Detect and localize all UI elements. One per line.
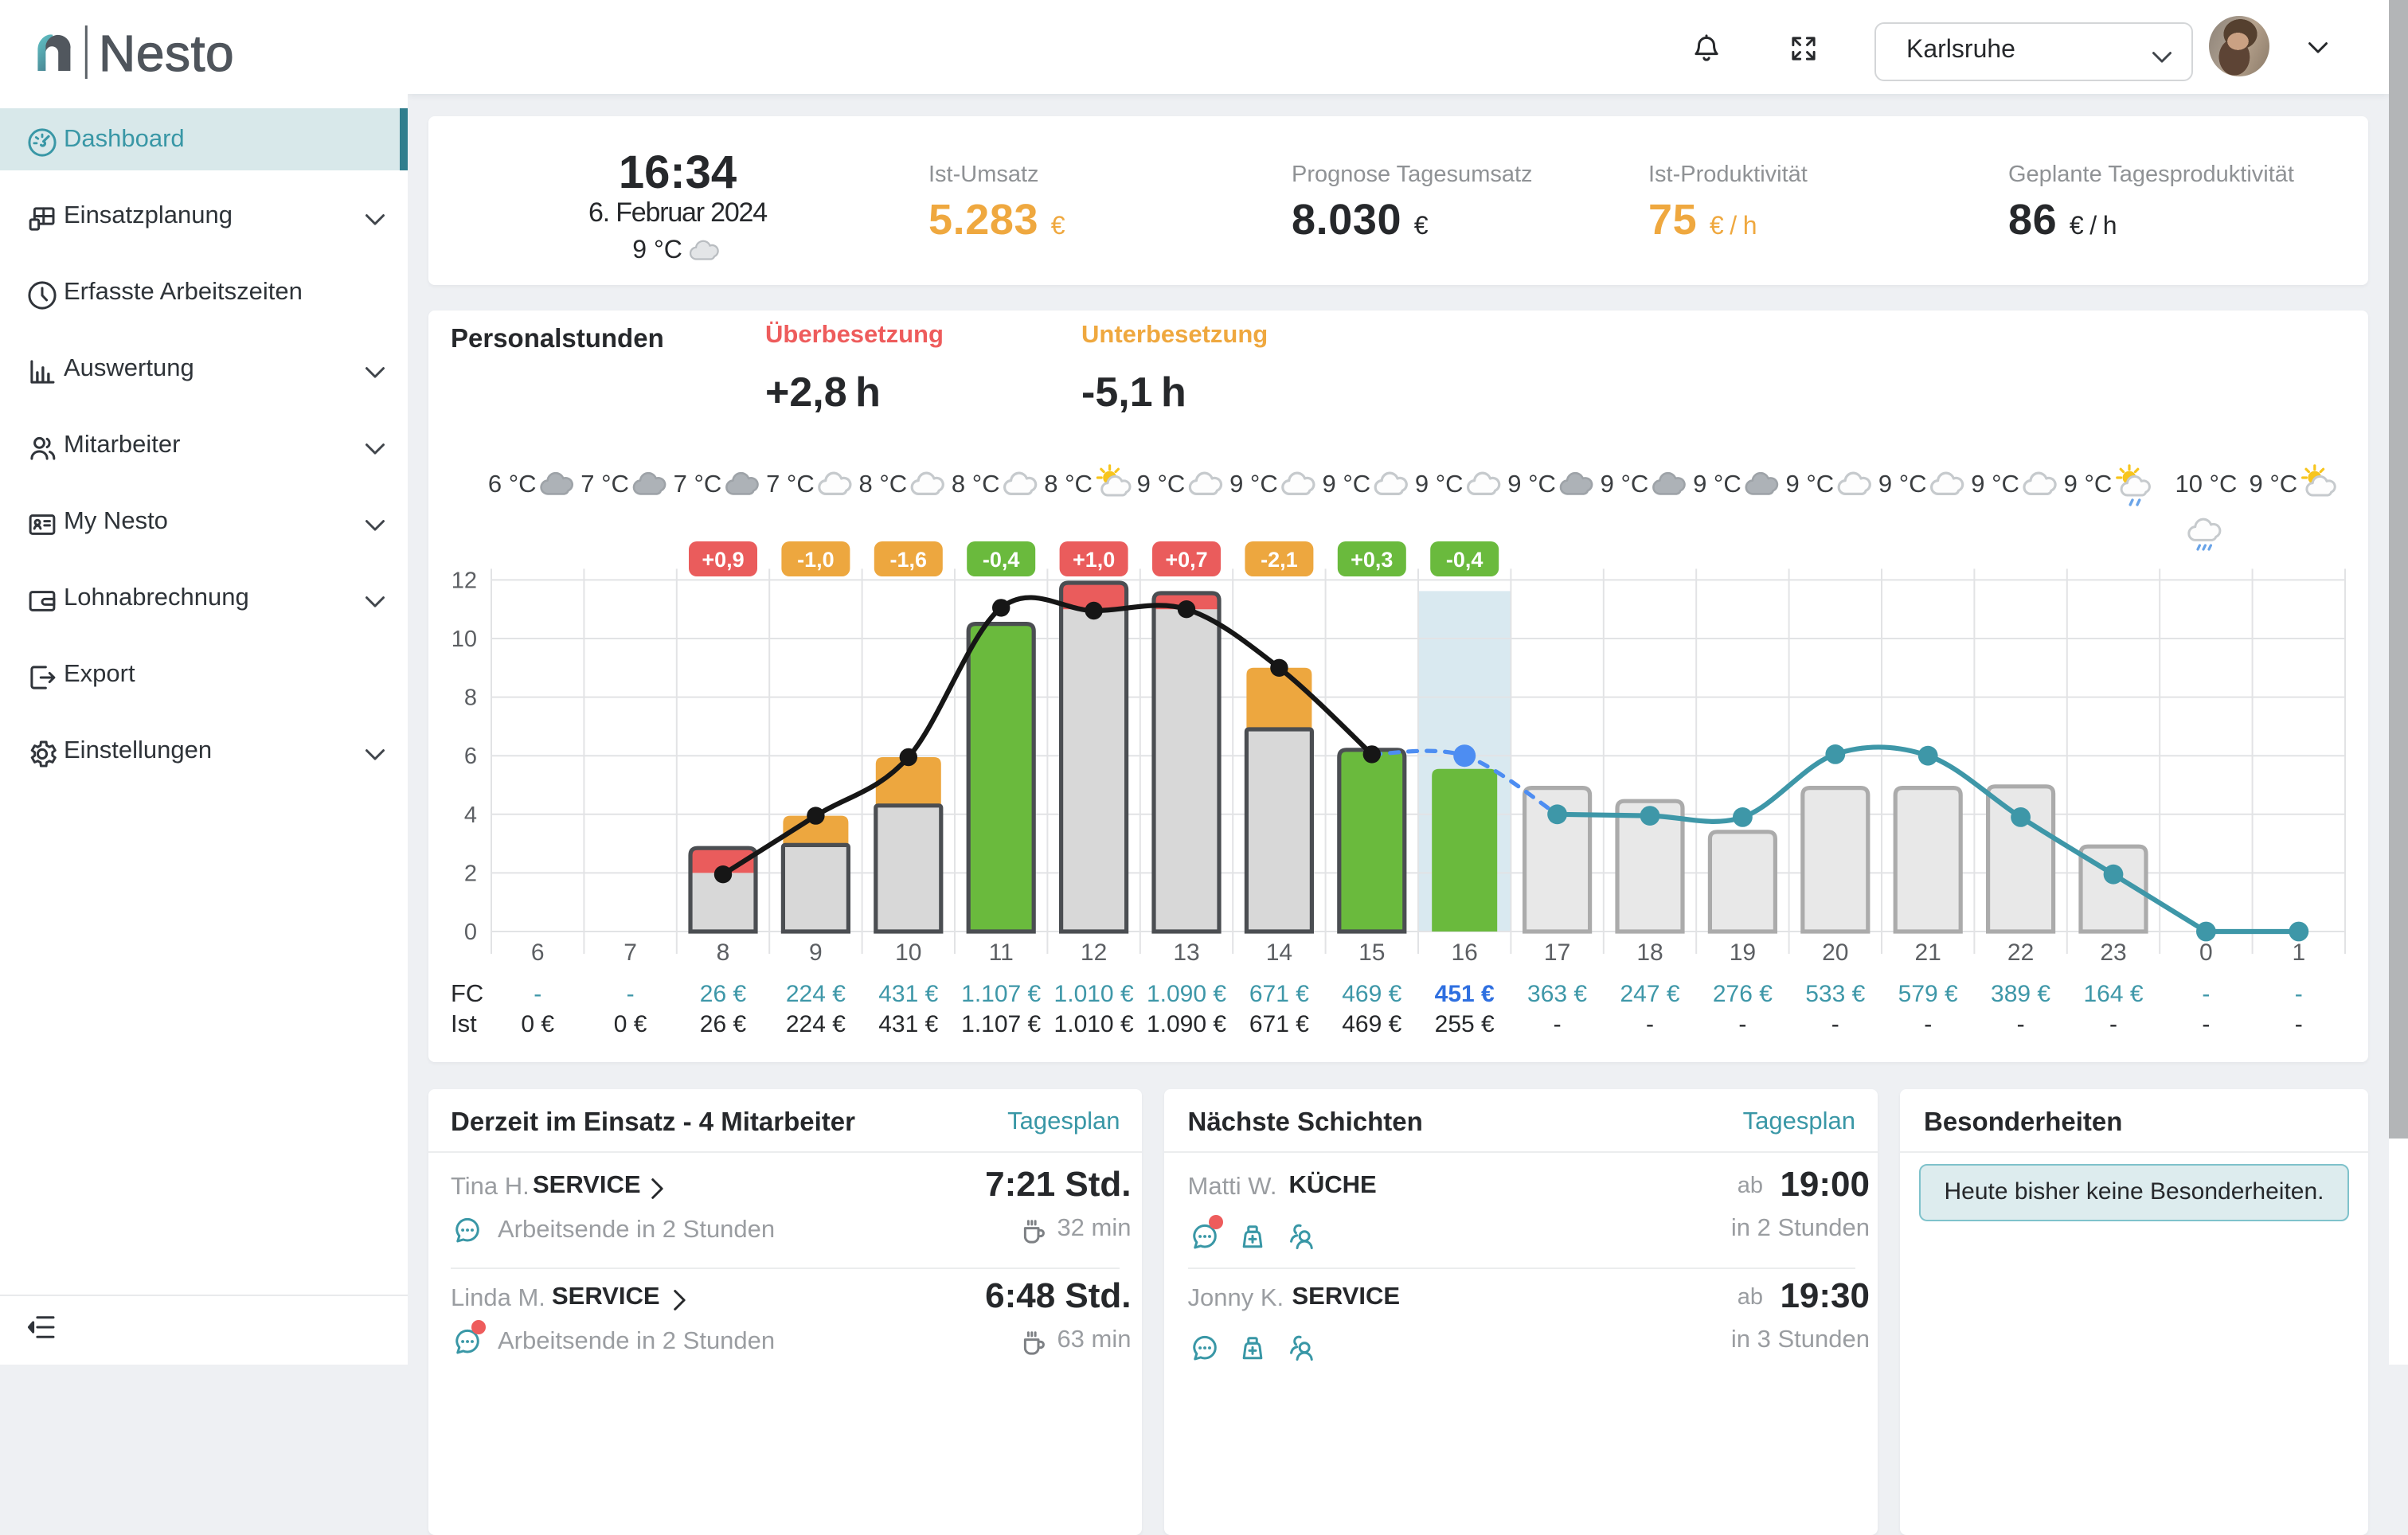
svg-text:1.107 €: 1.107 € xyxy=(960,981,1040,1007)
svg-text:9 °C: 9 °C xyxy=(1878,470,1926,498)
svg-text:9 °C: 9 °C xyxy=(1970,470,2019,498)
svg-text:-2,1: -2,1 xyxy=(1260,548,1297,572)
svg-text:9 °C: 9 °C xyxy=(1692,470,1741,498)
svg-text:224 €: 224 € xyxy=(785,981,845,1007)
svg-text:1.010 €: 1.010 € xyxy=(1054,981,1133,1007)
svg-text:FC: FC xyxy=(450,979,483,1007)
svg-text:-: - xyxy=(2109,1011,2117,1037)
svg-text:21: 21 xyxy=(1914,939,1941,966)
svg-text:8: 8 xyxy=(463,685,476,711)
svg-text:1.107 €: 1.107 € xyxy=(960,1011,1040,1037)
svg-text:10: 10 xyxy=(894,939,921,966)
svg-text:+1,0: +1,0 xyxy=(1072,548,1114,572)
svg-text:10 °C: 10 °C xyxy=(2174,470,2236,498)
svg-text:533 €: 533 € xyxy=(1804,981,1864,1007)
svg-text:17: 17 xyxy=(1543,939,1570,966)
svg-text:-1,6: -1,6 xyxy=(889,548,927,572)
svg-text:255 €: 255 € xyxy=(1434,1011,1494,1037)
svg-text:671 €: 671 € xyxy=(1249,1011,1308,1037)
svg-text:1.090 €: 1.090 € xyxy=(1146,1011,1226,1037)
svg-text:0: 0 xyxy=(463,920,476,945)
svg-text:-: - xyxy=(533,981,541,1007)
svg-text:-: - xyxy=(1645,1011,1653,1037)
svg-text:469 €: 469 € xyxy=(1341,1011,1401,1037)
svg-text:431 €: 431 € xyxy=(878,981,937,1007)
svg-text:12: 12 xyxy=(1080,939,1106,966)
svg-text:22: 22 xyxy=(2007,939,2033,966)
svg-text:-: - xyxy=(2201,1011,2209,1037)
svg-text:9 °C: 9 °C xyxy=(2248,470,2297,498)
svg-text:7 °C: 7 °C xyxy=(673,470,721,498)
svg-text:469 €: 469 € xyxy=(1341,981,1401,1007)
svg-text:8 °C: 8 °C xyxy=(858,470,906,498)
svg-text:9 °C: 9 °C xyxy=(1229,470,1277,498)
svg-text:363 €: 363 € xyxy=(1526,981,1586,1007)
svg-text:9 °C: 9 °C xyxy=(2063,470,2112,498)
svg-text:23: 23 xyxy=(2099,939,2125,966)
svg-text:9: 9 xyxy=(808,939,822,966)
svg-text:9 °C: 9 °C xyxy=(1507,470,1555,498)
svg-text:11: 11 xyxy=(988,939,1013,966)
svg-text:-: - xyxy=(2201,981,2209,1007)
svg-text:0: 0 xyxy=(2199,939,2212,966)
svg-text:26 €: 26 € xyxy=(699,1011,746,1037)
svg-text:12: 12 xyxy=(451,568,476,593)
svg-text:16: 16 xyxy=(1451,939,1477,966)
svg-text:7 °C: 7 °C xyxy=(765,470,814,498)
svg-text:+0,3: +0,3 xyxy=(1350,548,1392,572)
svg-text:Nesto: Nesto xyxy=(99,25,234,82)
svg-text:-0,4: -0,4 xyxy=(982,548,1019,572)
svg-text:20: 20 xyxy=(1821,939,1847,966)
svg-text:-0,4: -0,4 xyxy=(1445,548,1483,572)
svg-text:18: 18 xyxy=(1636,939,1662,966)
svg-text:451 €: 451 € xyxy=(1434,981,1494,1007)
svg-text:7: 7 xyxy=(623,939,636,966)
svg-text:-: - xyxy=(2294,981,2302,1007)
svg-text:6 °C: 6 °C xyxy=(487,470,536,498)
svg-text:+0,9: +0,9 xyxy=(701,548,743,572)
svg-text:13: 13 xyxy=(1172,939,1198,966)
svg-text:1: 1 xyxy=(2291,939,2304,966)
svg-text:-1,0: -1,0 xyxy=(796,548,834,572)
svg-text:+0,7: +0,7 xyxy=(1164,548,1206,572)
svg-text:-: - xyxy=(1923,1011,1931,1037)
svg-text:-: - xyxy=(2016,1011,2024,1037)
svg-text:8: 8 xyxy=(716,939,729,966)
svg-text:14: 14 xyxy=(1265,939,1292,966)
svg-text:7 °C: 7 °C xyxy=(580,470,628,498)
svg-text:1.090 €: 1.090 € xyxy=(1146,981,1226,1007)
svg-text:224 €: 224 € xyxy=(785,1011,845,1037)
svg-text:247 €: 247 € xyxy=(1619,981,1679,1007)
svg-text:19: 19 xyxy=(1729,939,1755,966)
svg-text:-: - xyxy=(1553,1011,1561,1037)
svg-text:579 €: 579 € xyxy=(1898,981,1957,1007)
svg-text:15: 15 xyxy=(1358,939,1384,966)
svg-text:6: 6 xyxy=(463,744,476,769)
svg-text:-: - xyxy=(2294,1011,2302,1037)
svg-text:1.010 €: 1.010 € xyxy=(1054,1011,1133,1037)
svg-text:26 €: 26 € xyxy=(699,981,746,1007)
svg-text:9 °C: 9 °C xyxy=(1600,470,1648,498)
svg-text:6: 6 xyxy=(530,939,544,966)
svg-text:-: - xyxy=(1738,1011,1745,1037)
svg-text:10: 10 xyxy=(451,627,476,652)
svg-text:9 °C: 9 °C xyxy=(1784,470,1833,498)
svg-text:Ist: Ist xyxy=(450,1010,476,1037)
svg-text:0 €: 0 € xyxy=(520,1011,553,1037)
svg-text:164 €: 164 € xyxy=(2082,981,2142,1007)
svg-text:671 €: 671 € xyxy=(1249,981,1308,1007)
svg-text:2: 2 xyxy=(463,861,476,886)
svg-text:0 €: 0 € xyxy=(613,1011,647,1037)
svg-text:-: - xyxy=(626,981,634,1007)
svg-text:8 °C: 8 °C xyxy=(951,470,999,498)
svg-text:431 €: 431 € xyxy=(878,1011,937,1037)
svg-text:276 €: 276 € xyxy=(1712,981,1772,1007)
svg-text:9 °C: 9 °C xyxy=(1321,470,1370,498)
svg-text:-: - xyxy=(1831,1011,1839,1037)
svg-text:8 °C: 8 °C xyxy=(1043,470,1092,498)
svg-text:4: 4 xyxy=(463,803,476,828)
svg-text:9 °C: 9 °C xyxy=(1136,470,1185,498)
svg-text:389 €: 389 € xyxy=(1990,981,2050,1007)
svg-text:9 °C: 9 °C xyxy=(1414,470,1463,498)
